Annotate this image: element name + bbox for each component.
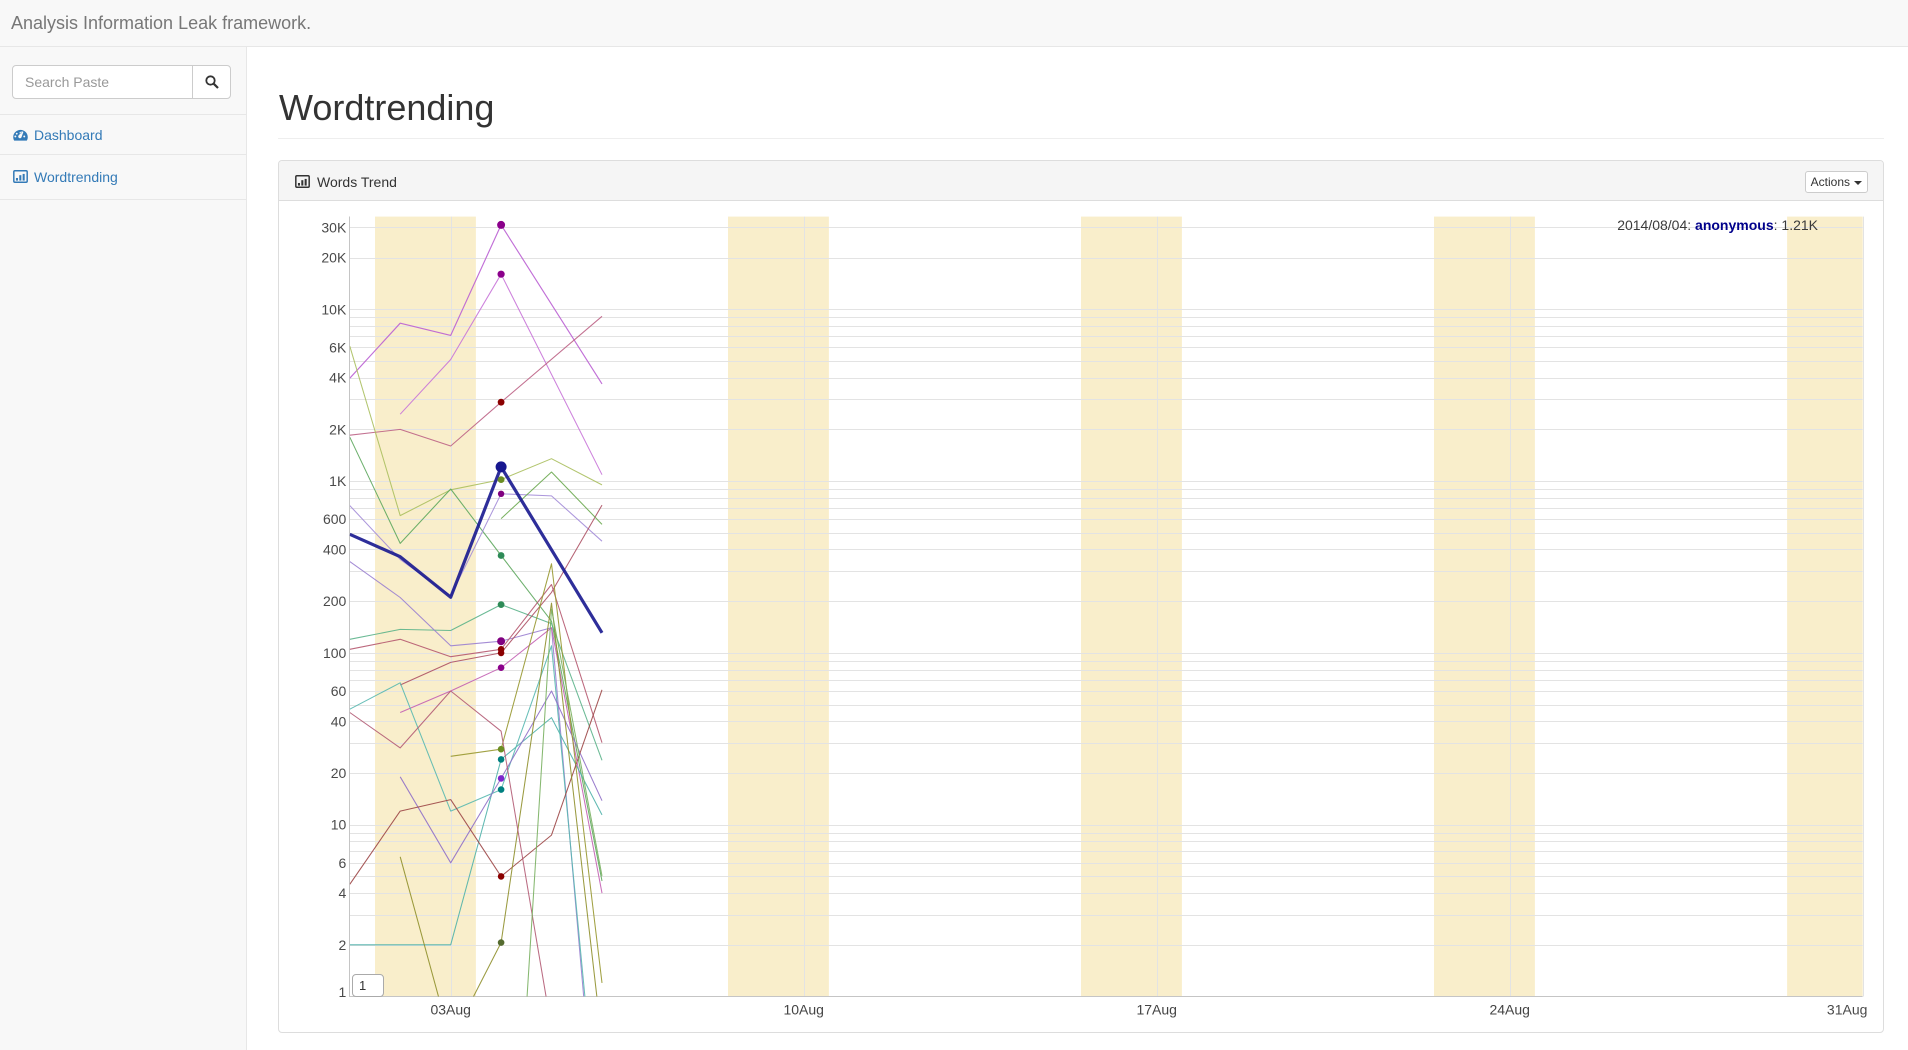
svg-text:10Aug: 10Aug (783, 1001, 823, 1017)
svg-text:200: 200 (323, 593, 347, 609)
svg-text:400: 400 (323, 542, 347, 558)
svg-text:20K: 20K (321, 250, 347, 266)
svg-text:2014/08/04: anonymous: 1.21K: 2014/08/04: anonymous: 1.21K (1617, 217, 1818, 233)
svg-text:6: 6 (339, 855, 347, 871)
svg-text:4K: 4K (329, 370, 347, 386)
svg-text:60: 60 (331, 683, 347, 699)
svg-text:6K: 6K (329, 339, 347, 355)
svg-text:03Aug: 03Aug (430, 1001, 470, 1017)
svg-text:10: 10 (331, 817, 347, 833)
svg-text:17Aug: 17Aug (1136, 1001, 1176, 1017)
svg-text:20: 20 (331, 765, 347, 781)
svg-text:1: 1 (339, 984, 347, 1000)
svg-text:2K: 2K (329, 421, 347, 437)
svg-text:30K: 30K (321, 219, 347, 235)
svg-text:2: 2 (339, 937, 347, 953)
svg-text:10K: 10K (321, 301, 347, 317)
svg-text:1K: 1K (329, 473, 347, 489)
svg-text:4: 4 (339, 885, 347, 901)
svg-text:100: 100 (323, 645, 347, 661)
svg-text:40: 40 (331, 713, 347, 729)
svg-text:24Aug: 24Aug (1489, 1001, 1529, 1017)
svg-text:600: 600 (323, 511, 347, 527)
svg-text:31Aug: 31Aug (1827, 1001, 1867, 1017)
